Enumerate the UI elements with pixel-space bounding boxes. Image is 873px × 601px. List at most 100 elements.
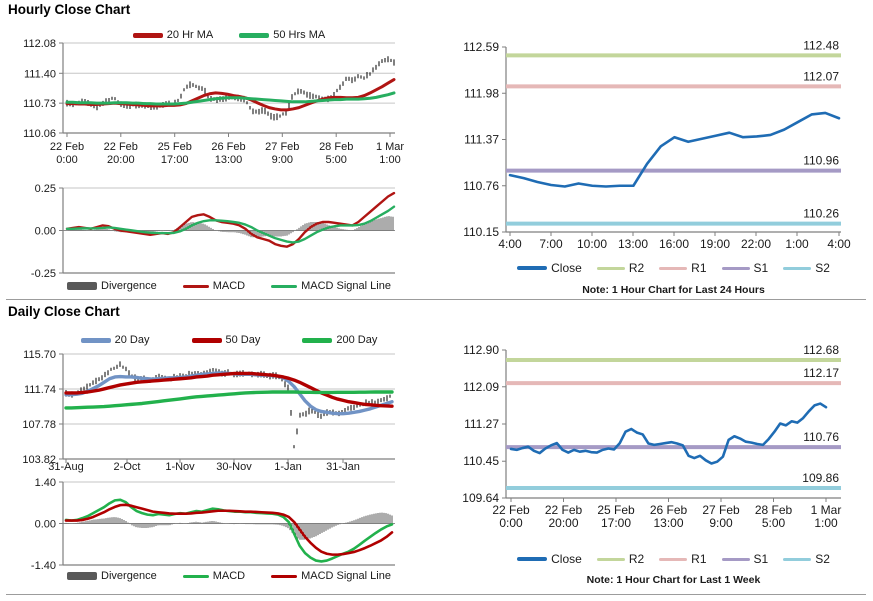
y-tick-label: 111.27 (464, 417, 499, 431)
x-tick-label: 22 Feb (545, 503, 583, 517)
daily-section-title: Daily Close Chart (8, 304, 120, 319)
x-tick-label: 0:00 (499, 516, 523, 530)
weekly-pivot-levels-section: 112.90 112.09 111.27 110.45 109.64 112.68 112.… (436, 300, 873, 601)
close_24h-svg: 112.59 111.98 111.37 110.76 110.15 112.48 112.… (463, 38, 851, 251)
legend-swatch-icon (659, 266, 688, 270)
legend-item-r2: R2 (596, 261, 644, 275)
hourly-pivot-levels-section: 112.59 111.98 111.37 110.76 110.15 112.48 112.… (436, 0, 873, 300)
x-tick-label: 1:00 (814, 516, 838, 530)
legend-label: 20 Hr MA (166, 29, 214, 41)
series-macd (64, 498, 394, 563)
y-tick-label: 111.98 (464, 86, 499, 100)
hourly-section-title: Hourly Close Chart (8, 2, 131, 17)
x-tick-label: 1:00 (379, 154, 400, 166)
y-tick-label: 107.78 (22, 419, 56, 431)
y-tick-label: 1.40 (35, 477, 56, 489)
weekly_close-svg: 112.90 112.09 111.27 110.45 109.64 112.68 112.… (462, 343, 842, 530)
x-tick-label: 1 Mar (811, 503, 842, 517)
x-tick-label: 17:00 (601, 516, 631, 530)
x-tick-label: 31-Jan (326, 461, 360, 473)
legend-swatch-icon (783, 266, 812, 270)
series-close (509, 402, 828, 465)
x-tick-label: 16:00 (659, 237, 689, 251)
series-50-day (64, 371, 394, 408)
legend-item-macd: MACD (182, 570, 245, 582)
series-macd-signal-line (65, 205, 396, 244)
legend-label: MACD Signal Line (301, 280, 391, 292)
legend-item-r1: R1 (659, 552, 707, 566)
pivot-line-label: 112.68 (803, 343, 839, 357)
x-tick-label: 13:00 (653, 516, 683, 530)
legend-label: 20 Day (114, 334, 150, 346)
x-tick-label: 25 Feb (597, 503, 635, 517)
y-tick-label: 110.45 (463, 454, 499, 468)
x-tick-label: 1-Nov (165, 461, 195, 473)
x-tick-label: 20:00 (107, 154, 135, 166)
legend-item-divergence: Divergence (67, 280, 157, 292)
x-tick-label: 5:00 (325, 154, 346, 166)
daily-macd-chart: 1.40 0.00 -1.40 Divergence MACD MACD Signal L… (0, 300, 436, 601)
x-tick-label: 5:00 (762, 516, 786, 530)
weekly_close-note: Note: 1 Hour Chart for Last 1 Week (586, 574, 761, 586)
x-tick-label: 13:00 (215, 154, 243, 166)
hourly-close-section: Hourly Close Chart 112.08 111.40 110.73 110… (0, 0, 436, 300)
weekly-close-levels-chart: 112.90 112.09 111.27 110.45 109.64 112.68 112.… (436, 300, 873, 601)
legend-label: S1 (753, 552, 769, 566)
hourly_macd-legend: Divergence MACD MACD Signal Line (63, 280, 395, 292)
legend-swatch-icon (517, 266, 548, 270)
y-tick-label: 110.73 (23, 98, 56, 110)
legend-label: Close (551, 552, 582, 566)
legend-item-divergence: Divergence (67, 570, 157, 582)
bottom-border (6, 594, 866, 595)
hourly_macd-svg: 0.25 0.00 -0.25 (31, 183, 396, 280)
hourly-macd-chart: 0.25 0.00 -0.25 Divergence MACD MACD Signal L… (0, 0, 436, 300)
legend-item-r2: R2 (596, 552, 645, 566)
legend-label: 200 Day (336, 334, 378, 346)
y-tick-label: 110.15 (463, 225, 499, 239)
pivot-line-label: 112.17 (803, 366, 839, 380)
x-tick-label: 9:00 (272, 154, 293, 166)
x-tick-label: 2-Oct (114, 461, 141, 473)
y-tick-label: 112.59 (463, 40, 499, 54)
y-tick-label: 115.70 (23, 349, 56, 361)
y-tick-label: 112.09 (463, 380, 499, 394)
legend-label: Divergence (101, 280, 157, 292)
legend-label: Close (551, 261, 582, 275)
series-macd (65, 191, 396, 248)
y-tick-label: 112.90 (463, 343, 499, 357)
x-tick-label: 4:00 (498, 237, 522, 251)
y-tick-label: 103.82 (22, 454, 56, 466)
legend-label: 50 Hrs MA (273, 29, 326, 41)
legend-label: R2 (628, 552, 645, 566)
y-tick-label: 111.74 (24, 384, 56, 396)
x-tick-label: 10:00 (577, 237, 607, 251)
legend-swatch-icon (271, 574, 298, 578)
legend-label: MACD (212, 280, 246, 292)
x-tick-label: 7:00 (539, 237, 563, 251)
legend-item-r1: R1 (659, 261, 707, 275)
x-tick-label: 19:00 (700, 237, 730, 251)
legend-label: S1 (753, 261, 769, 275)
y-tick-label: 0.00 (35, 226, 56, 238)
x-tick-label: 1:00 (785, 237, 809, 251)
legend-swatch-icon (721, 557, 750, 561)
x-tick-label: 25 Feb (158, 141, 192, 153)
x-tick-label: 1-Jan (274, 461, 302, 473)
legend-item-50-day: 50 Day (191, 334, 260, 346)
daily-price-chart: 115.70 111.74 107.78 103.82 31-Aug 2-Oct 1-Nov… (0, 300, 436, 601)
legend-swatch-icon (132, 32, 163, 38)
legend-swatch-icon (721, 266, 750, 270)
x-tick-label: 22 Feb (492, 503, 530, 517)
x-tick-label: 0:00 (56, 154, 77, 166)
x-tick-label: 13:00 (618, 237, 648, 251)
y-tick-label: 110.06 (23, 128, 56, 140)
legend-item-s2: S2 (783, 552, 830, 566)
legend-item-close: Close (517, 261, 582, 275)
y-tick-label: 0.00 (35, 519, 56, 531)
daily_macd-legend: Divergence MACD MACD Signal Line (63, 570, 395, 582)
legend-item-macd: MACD (182, 280, 246, 292)
x-tick-label: 22 Feb (50, 141, 84, 153)
y-tick-label: 109.64 (462, 491, 499, 505)
legend-item-s1: S1 (721, 261, 769, 275)
pivot-line-label: 112.07 (803, 69, 839, 83)
